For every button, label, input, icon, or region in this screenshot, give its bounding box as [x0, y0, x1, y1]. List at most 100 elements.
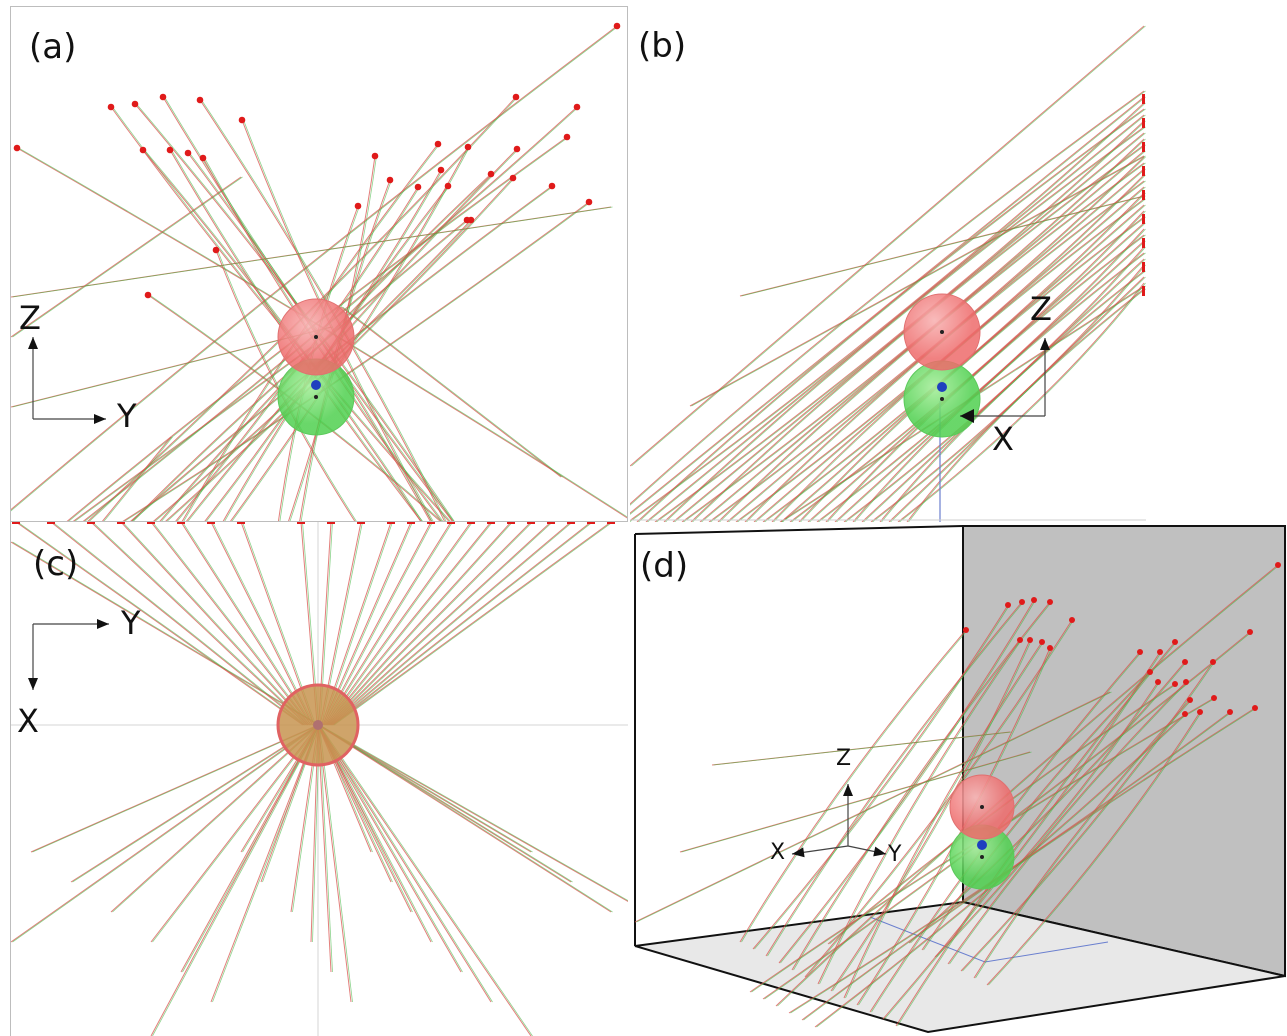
track-endpoint: [567, 522, 575, 524]
track-endpoint: [573, 103, 581, 111]
track-endpoint: [467, 522, 475, 524]
track-endpoint: [1183, 679, 1189, 685]
track-endpoint: [1275, 562, 1281, 568]
track-line: [817, 639, 1021, 985]
track-line: [936, 681, 1160, 958]
track-endpoint: [117, 522, 125, 524]
track-endpoint: [509, 174, 517, 182]
panel-d-label: (d): [640, 546, 689, 586]
track-line: [11, 25, 619, 512]
track-endpoint: [1142, 190, 1145, 200]
track-line: [319, 724, 628, 902]
track-line: [630, 96, 1145, 514]
track-line: [713, 731, 1012, 766]
track-line: [754, 604, 1010, 950]
track-endpoint: [1047, 645, 1053, 651]
track-line: [767, 601, 1024, 957]
track-endpoint: [414, 183, 422, 191]
track-endpoint: [1147, 669, 1153, 675]
track-line: [17, 522, 305, 726]
track-endpoint: [434, 140, 442, 148]
panel-c-label: (c): [33, 544, 79, 584]
track-endpoint: [1069, 617, 1075, 623]
track-line: [777, 564, 1280, 1007]
panel-b-x-axis-label: X: [992, 420, 1014, 458]
track-line: [11, 25, 618, 511]
track-endpoint: [47, 522, 55, 524]
track-line: [854, 252, 1146, 522]
panel-a-plot: [11, 22, 627, 521]
track-line: [636, 108, 1145, 522]
panel-c-x-axis-label: X: [17, 702, 39, 740]
track-endpoint: [177, 522, 185, 524]
track-endpoint: [1210, 659, 1216, 665]
sphere-center-dot: [940, 330, 944, 334]
track-endpoint: [184, 149, 192, 157]
track-line: [319, 724, 493, 1003]
track-line: [92, 522, 309, 726]
track-line: [11, 176, 242, 338]
track-endpoint: [1039, 639, 1045, 645]
track-line: [752, 604, 1009, 950]
track-line: [317, 724, 612, 913]
track-line: [231, 146, 470, 521]
track-endpoint: [1182, 711, 1188, 717]
panel-b-z-arrow-head: [1040, 338, 1050, 350]
track-line: [679, 751, 1031, 853]
track-endpoint: [1182, 659, 1188, 665]
track-endpoint: [447, 522, 455, 524]
track-line: [949, 681, 1188, 965]
track-line: [12, 541, 320, 726]
track-line: [101, 436, 172, 521]
track-endpoint: [131, 100, 139, 108]
sphere-center-dot: [940, 397, 944, 401]
track-endpoint: [548, 182, 556, 190]
track-endpoint: [527, 522, 535, 524]
track-endpoint: [237, 522, 245, 524]
track-endpoint: [1197, 709, 1203, 715]
track-line: [879, 270, 1145, 522]
track-endpoint: [107, 103, 115, 111]
track-endpoint: [1019, 599, 1025, 605]
track-line: [832, 639, 1032, 992]
track-line: [636, 691, 1112, 923]
track-line: [973, 699, 1191, 979]
track-line: [906, 288, 1145, 522]
track-endpoint: [1142, 262, 1145, 272]
track-endpoint: [444, 182, 452, 190]
track-endpoint: [487, 170, 495, 178]
track-line: [665, 126, 1146, 522]
track-line: [329, 522, 533, 726]
track-line: [663, 126, 1145, 522]
track-line: [340, 306, 562, 478]
track-endpoint: [437, 166, 445, 174]
panel-d-x-axis-label: X: [770, 840, 786, 865]
track-endpoint: [159, 93, 167, 101]
track-line: [328, 522, 532, 726]
track-line: [988, 711, 1202, 986]
track-endpoint: [1142, 214, 1145, 224]
sphere-center-dot: [980, 805, 984, 809]
track-line: [881, 270, 1146, 522]
track-line: [331, 522, 592, 726]
track-line: [778, 599, 1035, 964]
track-line: [630, 90, 1145, 505]
track-line: [12, 206, 613, 298]
track-line: [765, 601, 1023, 957]
track-line: [884, 651, 1162, 1020]
track-line: [741, 195, 1146, 297]
track-line: [74, 346, 313, 521]
panel-c-x-arrow-head: [28, 678, 38, 690]
panel-a: (a) Z Y: [10, 6, 628, 522]
track-line: [30, 724, 319, 853]
floor-plane: [634, 900, 1286, 1034]
track-line: [947, 681, 1187, 965]
track-line: [215, 249, 356, 521]
panel-a-z-arrow-head: [28, 337, 38, 349]
track-endpoint: [507, 522, 515, 524]
track-endpoint: [87, 522, 95, 524]
track-endpoint: [1227, 709, 1233, 715]
track-endpoint: [512, 93, 520, 101]
track-line: [852, 252, 1145, 522]
track-endpoint: [1157, 649, 1163, 655]
